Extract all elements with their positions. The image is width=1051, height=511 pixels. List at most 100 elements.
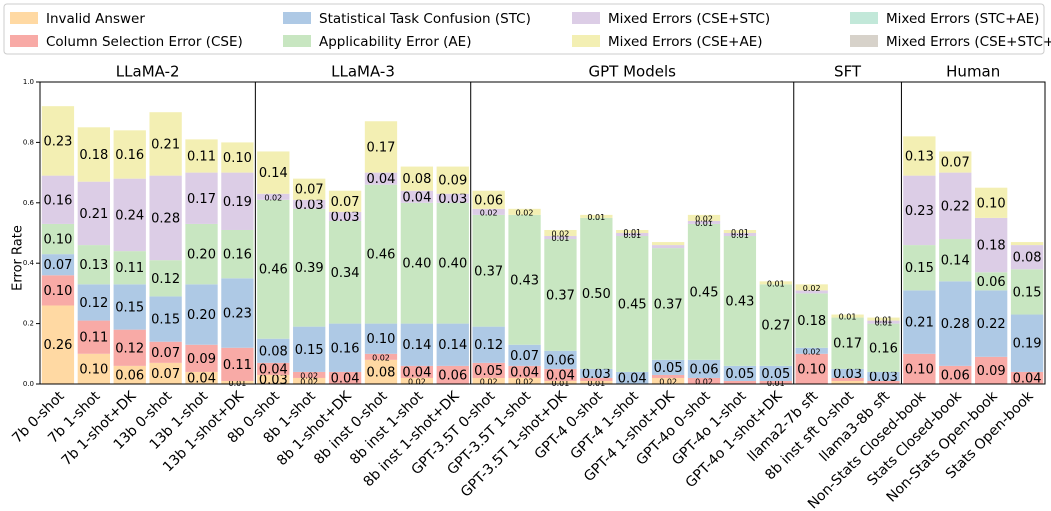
bar-segment [257, 193, 290, 200]
value-label: 0.34 [331, 266, 360, 281]
bar-segment [723, 365, 757, 381]
value-label: 0.46 [367, 248, 396, 263]
bar-segment [293, 326, 326, 372]
value-label: 0.43 [510, 273, 539, 288]
bar-segment [795, 293, 828, 348]
bar-segment [867, 380, 900, 384]
bar-segment [580, 368, 613, 378]
legend-label: Invalid Answer [46, 11, 145, 27]
bar-segment [400, 166, 434, 191]
value-label: 0.43 [725, 294, 754, 309]
value-label: 0.01 [623, 228, 641, 237]
value-label: 0.02 [372, 353, 390, 362]
bar-segment [77, 181, 110, 246]
value-label: 0.01 [731, 228, 749, 237]
value-label: 0.17 [187, 192, 216, 207]
value-label: 0.21 [151, 137, 180, 152]
bar-segment [939, 239, 972, 282]
bar-segment [293, 178, 326, 200]
bar-segment [544, 350, 577, 369]
value-label: 0.05 [761, 367, 790, 382]
bar-segment [113, 365, 146, 384]
bar-segment [221, 172, 254, 230]
value-label: 0.06 [977, 275, 1006, 290]
value-label: 0.20 [187, 248, 216, 263]
value-label: 0.11 [223, 358, 252, 373]
legend-swatch [572, 35, 600, 47]
y-tick-label: 1.0 [23, 78, 34, 86]
value-label: 0.22 [977, 317, 1006, 332]
value-label: 0.28 [151, 211, 180, 226]
bar-segment [903, 245, 936, 291]
bar-segment [759, 284, 792, 366]
bar-segment [364, 323, 398, 354]
bar-segment [508, 377, 541, 384]
bar-segment [1010, 242, 1044, 246]
bar-segment [472, 190, 505, 209]
value-label: 0.02 [264, 193, 282, 202]
bar-segment [364, 172, 398, 185]
bar-segment [723, 233, 757, 237]
value-label: 0.03 [438, 192, 467, 207]
bar-segment [328, 371, 362, 384]
value-label: 0.01 [839, 313, 857, 322]
bar-segment [616, 371, 649, 384]
bar-segment [975, 272, 1008, 291]
bar-segment [759, 365, 792, 381]
bar-segment [795, 353, 828, 384]
bar-segment [1010, 269, 1044, 315]
value-label: 0.17 [833, 337, 862, 352]
bar-segment [975, 217, 1008, 273]
bar-segment [580, 380, 613, 384]
value-label: 0.07 [331, 195, 360, 210]
bar-segment [113, 130, 146, 179]
bar-segment [400, 365, 434, 378]
value-label: 0.06 [115, 368, 144, 383]
bar-segment [759, 281, 792, 285]
value-label: 0.09 [977, 364, 1006, 379]
value-label: 0.04 [546, 368, 575, 383]
bar-segment [759, 380, 792, 384]
bar-segment [580, 217, 613, 369]
value-label: 0.14 [402, 338, 431, 353]
value-label: 0.40 [438, 257, 467, 272]
value-label: 0.23 [223, 307, 252, 322]
bar-segment [185, 139, 218, 173]
value-label: 0.04 [1013, 371, 1042, 386]
value-label: 0.07 [295, 183, 324, 198]
value-label: 0.20 [187, 308, 216, 323]
bar-segment [723, 380, 757, 384]
value-label: 0.18 [977, 239, 1006, 254]
bar-segment [580, 214, 613, 218]
bar-segment [436, 193, 469, 203]
bar-segment [939, 172, 972, 240]
value-label: 0.04 [259, 362, 288, 377]
bar-segment [472, 208, 505, 215]
value-label: 0.16 [869, 341, 898, 356]
bar-segment [113, 329, 146, 366]
bar-segment [149, 260, 182, 297]
bar-segment [1010, 314, 1044, 372]
bar-segment [975, 187, 1008, 218]
legend-swatch [283, 35, 311, 47]
bar-segment [221, 380, 254, 384]
bar-segment [364, 359, 398, 384]
bar-segment [436, 365, 469, 384]
value-label: 0.23 [43, 134, 72, 149]
y-tick-label: 0.6 [23, 199, 35, 207]
legend-label: Statistical Task Confusion (STC) [319, 11, 531, 27]
value-label: 0.01 [695, 219, 713, 228]
y-tick-label: 0.2 [23, 320, 34, 328]
value-label: 0.09 [187, 352, 216, 367]
value-label: 0.22 [941, 199, 970, 214]
value-label: 0.11 [187, 149, 216, 164]
value-label: 0.01 [552, 379, 570, 388]
value-label: 0.02 [803, 347, 821, 356]
value-label: 0.10 [367, 332, 396, 347]
value-label: 0.15 [115, 300, 144, 315]
bar-segment [436, 323, 469, 366]
value-label: 0.24 [115, 208, 144, 223]
panel-title: Human [946, 63, 1000, 81]
bar-segment [544, 239, 577, 351]
value-label: 0.45 [618, 297, 647, 312]
